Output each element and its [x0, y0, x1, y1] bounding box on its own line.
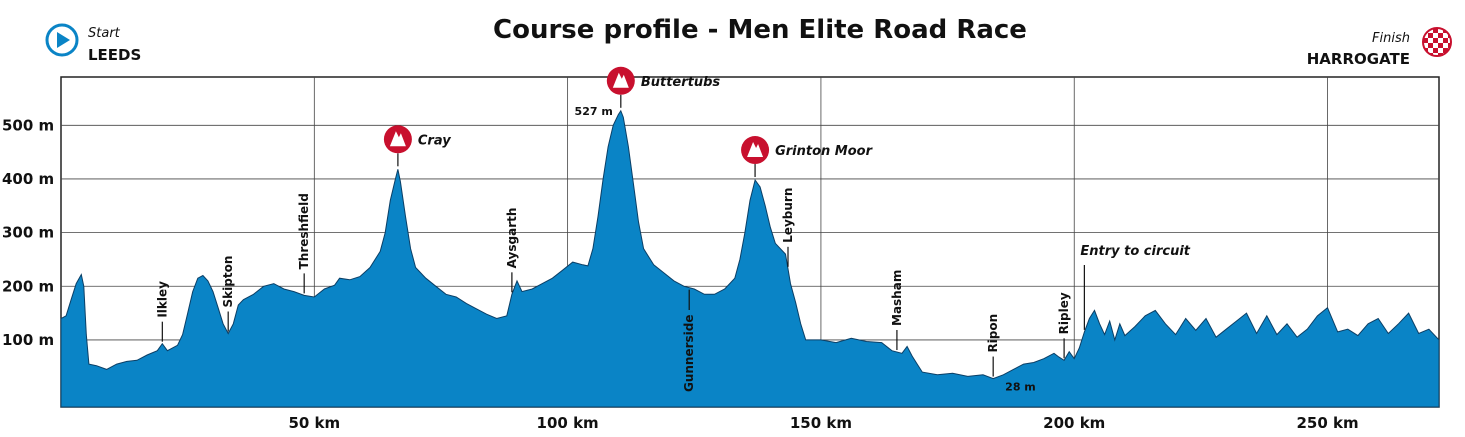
finish-marker: Finish HARROGATE	[1307, 27, 1452, 68]
place-marker: Ilkley	[155, 281, 169, 342]
x-tick-label: 250 km	[1296, 414, 1358, 432]
start-city: LEEDS	[88, 46, 141, 64]
y-tick-label: 500 m	[2, 116, 54, 134]
place-marker: Entry to circuit	[1080, 244, 1191, 330]
place-marker: Ripon	[986, 314, 1000, 377]
y-tick-label: 400 m	[2, 170, 54, 188]
chart-title: Course profile - Men Elite Road Race	[493, 15, 1027, 45]
mountain-glyph	[389, 131, 406, 147]
play-icon-triangle	[57, 32, 70, 48]
climb-marker: Buttertubs	[606, 66, 721, 108]
x-tick-label: 150 km	[790, 414, 852, 432]
place-label: Leyburn	[781, 188, 795, 243]
place-label: Masham	[890, 270, 904, 326]
place-marker: Leyburn	[781, 188, 795, 267]
climb-label: Cray	[418, 133, 451, 148]
place-marker: Skipton	[221, 256, 235, 332]
place-marker: Threshfield	[297, 193, 311, 294]
y-tick-label: 300 m	[2, 224, 54, 242]
y-axis-ticks: 100 m 200 m 300 m 400 m 500 m	[2, 116, 54, 349]
place-marker: Aysgarth	[505, 208, 519, 293]
place-marker: Masham	[890, 270, 904, 350]
x-axis-ticks: 50 km 100 km 150 km 200 km 250 km	[288, 414, 1358, 432]
start-marker: Start LEEDS	[45, 23, 141, 64]
place-label: Entry to circuit	[1080, 244, 1190, 259]
elevation-label: 527 m	[575, 105, 613, 118]
finish-city: HARROGATE	[1307, 50, 1410, 68]
place-marker: Ripley	[1057, 292, 1071, 359]
place-marker: Gunnerside	[682, 289, 696, 392]
start-caption: Start	[88, 26, 121, 41]
place-label: Aysgarth	[505, 208, 519, 269]
x-tick-label: 100 km	[537, 414, 599, 432]
mountain-glyph	[747, 142, 764, 158]
place-label: Gunnerside	[682, 314, 696, 392]
place-label: Ripon	[986, 314, 1000, 353]
finish-caption: Finish	[1372, 31, 1410, 46]
elevation-area	[60, 109, 1440, 408]
climb-marker: Cray	[383, 125, 451, 167]
elevation-label: 28 m	[1005, 381, 1036, 394]
x-tick-label: 50 km	[288, 414, 340, 432]
checkered-flag-icon	[1422, 27, 1452, 57]
mountain-glyph	[612, 72, 629, 88]
y-tick-label: 100 m	[2, 331, 54, 349]
place-markers: Ilkley Skipton Threshfield Aysgarth Gunnersi…	[155, 188, 1190, 392]
place-label: Ripley	[1057, 292, 1071, 334]
climb-label: Grinton Moor	[775, 144, 874, 159]
place-label: Threshfield	[297, 193, 311, 269]
y-tick-label: 200 m	[2, 277, 54, 295]
climb-label: Buttertubs	[641, 75, 721, 90]
place-label: Skipton	[221, 256, 235, 308]
x-tick-label: 200 km	[1043, 414, 1105, 432]
place-label: Ilkley	[155, 281, 169, 318]
climb-marker: Grinton Moor	[741, 136, 874, 178]
climb-markers: Cray Buttertubs Grinton Moor	[383, 66, 874, 178]
elevation-labels: 527 m 28 m	[575, 105, 1036, 394]
